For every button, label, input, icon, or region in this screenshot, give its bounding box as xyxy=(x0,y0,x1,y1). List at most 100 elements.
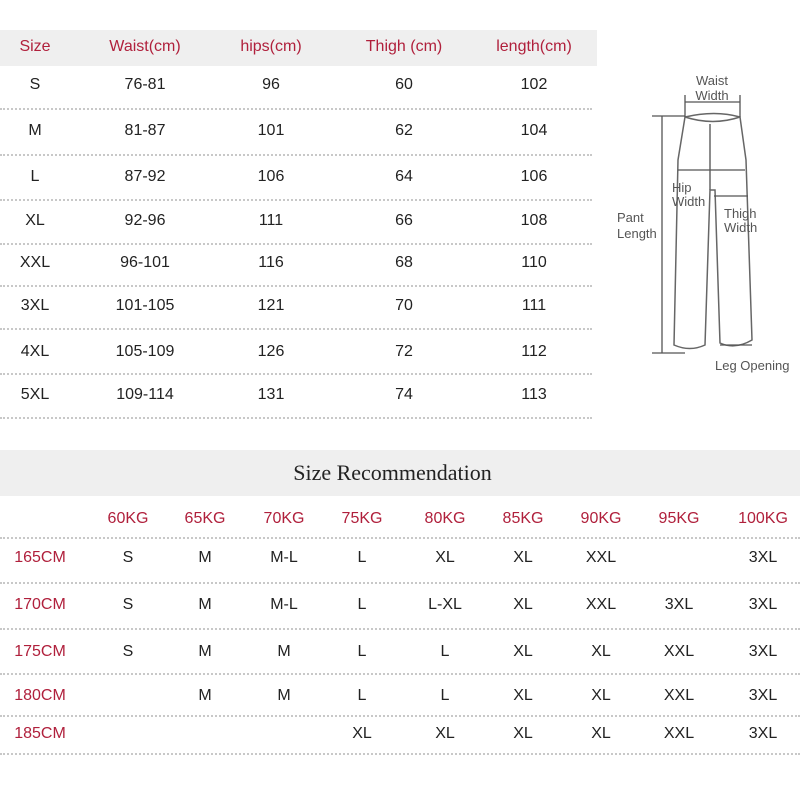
column-header: length(cm) xyxy=(496,38,572,55)
size-cell: XL xyxy=(513,725,533,742)
weight-header: 70KG xyxy=(263,510,305,527)
size-cell: 3XL xyxy=(748,725,778,742)
table-cell: 74 xyxy=(395,386,413,403)
table-cell: 102 xyxy=(520,76,548,93)
table-cell: 131 xyxy=(257,386,285,403)
size-cell: L xyxy=(357,643,367,660)
size-cell: XL xyxy=(591,687,611,704)
height-label: 185CM xyxy=(14,725,66,742)
table-cell: 126 xyxy=(257,343,285,360)
row-divider xyxy=(0,154,592,156)
size-label: M xyxy=(28,122,42,139)
pant-length-label: Pant xyxy=(617,210,644,225)
waist-width-label-2: Width xyxy=(695,88,728,103)
size-label: 5XL xyxy=(20,386,50,403)
table-cell: 64 xyxy=(395,168,413,185)
size-cell: S xyxy=(122,549,134,566)
height-label: 180CM xyxy=(14,687,66,704)
size-cell: XXL xyxy=(585,549,617,566)
size-cell: XL xyxy=(513,643,533,660)
recommendation-title: Size Recommendation xyxy=(293,460,492,485)
size-cell: XXL xyxy=(585,596,617,613)
table-cell: 76-81 xyxy=(124,76,166,93)
weight-header: 90KG xyxy=(580,510,622,527)
size-cell: 3XL xyxy=(664,596,694,613)
size-cell: XL xyxy=(591,643,611,660)
column-header: hips(cm) xyxy=(240,38,302,55)
weight-header: 65KG xyxy=(184,510,226,527)
size-cell: 3XL xyxy=(748,596,778,613)
table-cell: 111 xyxy=(521,297,547,314)
size-cell: XXL xyxy=(663,725,695,742)
column-header: Thigh (cm) xyxy=(365,38,443,55)
pants-measurement-diagram: Waist Width Hip Width Thigh Width Pant L… xyxy=(617,73,789,373)
leg-opening-label: Leg Opening xyxy=(715,358,789,373)
size-cell: XL xyxy=(513,549,533,566)
size-cell: M-L xyxy=(270,549,298,566)
table-cell: 101 xyxy=(257,122,285,139)
size-chart-header-bar xyxy=(0,30,597,66)
table-cell: 87-92 xyxy=(124,168,166,185)
row-divider xyxy=(0,753,800,755)
table-cell: 108 xyxy=(520,212,548,229)
size-cell: XL xyxy=(513,596,533,613)
thigh-width-label-2: Width xyxy=(724,220,757,235)
table-cell: 101-105 xyxy=(115,297,175,314)
table-cell: 68 xyxy=(395,254,413,271)
size-cell: L xyxy=(440,687,450,704)
size-cell: XXL xyxy=(663,643,695,660)
size-cell: M xyxy=(198,687,212,704)
weight-header: 100KG xyxy=(738,510,788,527)
size-label: 3XL xyxy=(20,297,50,314)
size-cell: L-XL xyxy=(428,596,462,613)
size-label: XXL xyxy=(19,254,51,271)
size-cell: M xyxy=(198,643,212,660)
table-cell: 104 xyxy=(520,122,548,139)
size-cell: L xyxy=(357,687,367,704)
weight-header: 85KG xyxy=(502,510,544,527)
size-cell: S xyxy=(122,643,134,660)
table-cell: 62 xyxy=(395,122,413,139)
recommendation-title-band xyxy=(0,450,800,496)
table-cell: 72 xyxy=(395,343,413,360)
size-cell: M-L xyxy=(270,596,298,613)
size-label: L xyxy=(30,168,40,185)
size-cell: S xyxy=(122,596,134,613)
height-label: 170CM xyxy=(14,596,66,613)
row-divider xyxy=(0,628,800,630)
waist-width-label: Waist xyxy=(696,73,728,88)
hip-width-label: Hip xyxy=(672,180,692,195)
size-cell: 3XL xyxy=(748,549,778,566)
height-label: 165CM xyxy=(14,549,66,566)
size-cell: XL xyxy=(435,725,455,742)
table-cell: 60 xyxy=(395,76,413,93)
table-cell: 105-109 xyxy=(115,343,175,360)
size-cell: M xyxy=(277,687,291,704)
hip-width-label-2: Width xyxy=(672,194,705,209)
weight-header: 60KG xyxy=(107,510,149,527)
table-cell: 121 xyxy=(257,297,285,314)
size-cell: XL xyxy=(352,725,372,742)
thigh-width-label: Thigh xyxy=(724,206,757,221)
table-cell: 70 xyxy=(395,297,413,314)
size-cell: M xyxy=(198,596,212,613)
size-label: 4XL xyxy=(20,343,50,360)
row-divider xyxy=(0,199,592,201)
row-divider xyxy=(0,582,800,584)
table-cell: 109-114 xyxy=(116,386,174,403)
table-cell: 112 xyxy=(521,343,547,360)
row-divider xyxy=(0,537,800,539)
table-cell: 116 xyxy=(258,254,284,271)
size-label: S xyxy=(29,76,41,93)
size-cell: XXL xyxy=(663,687,695,704)
size-cell: M xyxy=(277,643,291,660)
row-divider xyxy=(0,328,592,330)
table-cell: 113 xyxy=(521,386,547,403)
weight-header: 80KG xyxy=(424,510,466,527)
row-divider xyxy=(0,285,592,287)
table-cell: 96 xyxy=(262,76,280,93)
size-cell: 3XL xyxy=(748,643,778,660)
height-label: 175CM xyxy=(14,643,66,660)
table-cell: 111 xyxy=(258,212,284,229)
row-divider xyxy=(0,108,592,110)
